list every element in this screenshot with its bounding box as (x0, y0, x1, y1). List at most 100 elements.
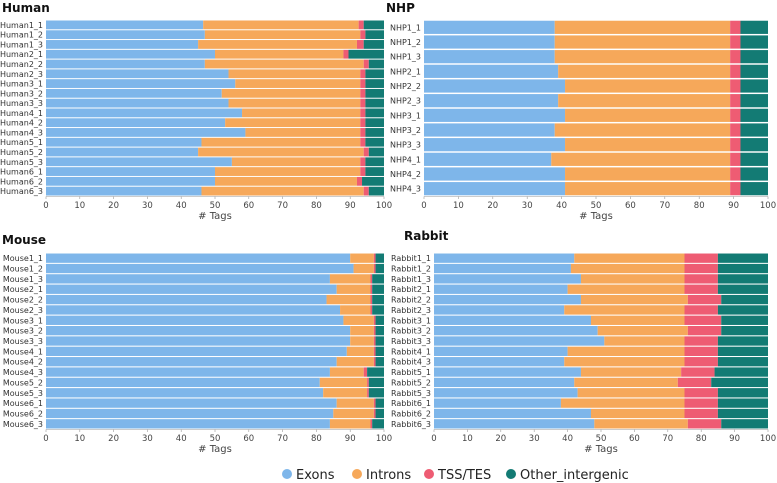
human-bar-human6_2-tss-tes (356, 176, 363, 186)
rabbit-x-tick-label: 40 (562, 434, 573, 444)
nhp-bar-nhp1_1-tss-tes (730, 20, 741, 34)
rabbit-bar-rabbit6_3-tss-tes (687, 419, 722, 429)
human-bar-human2_1-tss-tes (343, 49, 349, 59)
nhp-bar-nhp1_1-exons (424, 20, 555, 34)
rabbit-category-label: Rabbit5_1 (391, 368, 431, 377)
human-bar-human6_1-other-intergenic (365, 167, 384, 176)
human-x-tick-label: 30 (142, 201, 153, 211)
human-bar-human4_2-introns (225, 118, 361, 128)
rabbit-bar-rabbit4_3-tss-tes (684, 357, 718, 367)
human-panel: HumanHuman1_1Human1_2Human1_3Human2_1Hum… (0, 1, 392, 222)
mouse-bar-mouse5_2-introns (319, 377, 368, 388)
rabbit-bar-rabbit6_3-other-intergenic (721, 419, 768, 429)
mouse-bar-mouse4_3-tss-tes (363, 367, 368, 377)
human-title: Human (2, 1, 50, 15)
rabbit-bar-rabbit6_2-tss-tes (684, 408, 718, 419)
rabbit-bar-rabbit3_2-exons (434, 325, 598, 336)
human-x-tick-label: 50 (210, 201, 221, 211)
human-category-label: Human4_3 (0, 128, 43, 137)
legend-label-exons: Exons (296, 468, 335, 483)
rabbit-x-tick-label: 100 (760, 434, 776, 444)
mouse-category-label: Mouse4_2 (3, 358, 43, 367)
rabbit-bar-rabbit3_1-exons (434, 315, 591, 325)
mouse-category-label: Mouse6_1 (3, 399, 43, 408)
nhp-bar-nhp3_1-introns (565, 108, 731, 122)
mouse-bar-mouse4_2-tss-tes (373, 357, 376, 367)
human-bar-human3_1-tss-tes (360, 79, 366, 88)
mouse-bar-mouse6_3-other-intergenic (372, 419, 384, 429)
nhp-bar-nhp4_2-tss-tes (730, 167, 741, 181)
human-bar-human6_2-other-intergenic (362, 176, 384, 186)
rabbit-bar-rabbit1_3-other-intergenic (717, 274, 768, 284)
human-bar-human1_2-introns (204, 30, 361, 40)
rabbit-bar-rabbit4_3-introns (564, 357, 685, 367)
mouse-bar-mouse4_2-other-intergenic (375, 357, 384, 367)
human-bar-human6_3-exons (46, 186, 202, 196)
rabbit-bar-rabbit6_1-other-intergenic (717, 398, 768, 408)
rabbit-bar-rabbit3_3-tss-tes (684, 336, 718, 346)
human-bar-human2_1-introns (215, 49, 344, 59)
nhp-x-tick-label: 10 (453, 201, 464, 211)
nhp-bar-nhp2_1-tss-tes (730, 64, 741, 78)
rabbit-bar-rabbit4_3-other-intergenic (717, 357, 768, 367)
nhp-x-tick-label: 90 (728, 201, 739, 211)
legend-marker-introns (352, 469, 362, 479)
nhp-category-label: NHP1_3 (390, 53, 421, 62)
nhp-bar-nhp4_1-introns (551, 152, 731, 166)
mouse-bar-mouse1_1-tss-tes (373, 253, 376, 263)
human-x-tick-label: 20 (108, 201, 119, 211)
human-x-tick-label: 100 (376, 201, 392, 211)
nhp-x-tick-label: 40 (556, 201, 567, 211)
human-bar-human4_1-introns (242, 108, 361, 118)
human-bar-human3_2-introns (221, 88, 361, 98)
rabbit-bar-rabbit2_3-other-intergenic (717, 305, 768, 315)
legend-label-other-intergenic: Other_intergenic (520, 468, 629, 483)
rabbit-bar-rabbit1_2-introns (570, 263, 685, 274)
rabbit-bar-rabbit5_2-exons (434, 377, 575, 388)
human-bar-human1_1-other-intergenic (363, 20, 384, 30)
human-bar-human3_2-exons (46, 88, 222, 98)
nhp-bar-nhp2_2-introns (565, 79, 731, 93)
rabbit-bar-rabbit5_3-introns (577, 388, 685, 398)
human-bar-human5_1-introns (201, 137, 361, 147)
mouse-bar-mouse6_1-exons (46, 398, 337, 408)
mouse-bar-mouse6_2-exons (46, 408, 334, 419)
human-category-label: Human5_3 (0, 158, 43, 167)
human-bar-human4_3-introns (245, 128, 361, 137)
human-category-label: Human3_2 (0, 89, 43, 98)
rabbit-bar-rabbit6_1-exons (434, 398, 561, 408)
nhp-category-label: NHP1_2 (390, 38, 421, 47)
human-category-label: Human4_2 (0, 119, 43, 128)
mouse-bar-mouse1_2-tss-tes (373, 263, 376, 274)
mouse-bar-mouse4_1-other-intergenic (375, 346, 384, 357)
rabbit-bar-rabbit6_1-tss-tes (684, 398, 718, 408)
human-bar-human5_1-exons (46, 137, 202, 147)
mouse-bar-mouse4_1-exons (46, 346, 347, 357)
rabbit-bar-rabbit2_3-introns (564, 305, 685, 315)
mouse-bar-mouse1_3-introns (329, 274, 371, 284)
nhp-category-label: NHP3_1 (390, 111, 421, 120)
rabbit-x-tick-label: 30 (529, 434, 540, 444)
mouse-bar-mouse4_2-introns (336, 357, 374, 367)
mouse-bar-mouse5_3-introns (323, 388, 368, 398)
mouse-bar-mouse4_3-exons (46, 367, 330, 377)
human-bar-human5_2-other-intergenic (368, 147, 384, 157)
human-category-label: Human2_2 (0, 60, 43, 69)
human-bar-human3_1-exons (46, 79, 236, 88)
rabbit-category-label: Rabbit1_3 (391, 275, 431, 284)
nhp-bar-nhp3_2-exons (424, 123, 555, 137)
mouse-bar-mouse2_1-introns (336, 284, 371, 294)
mouse-category-label: Mouse6_2 (3, 409, 43, 418)
human-bar-human5_3-introns (231, 157, 361, 167)
rabbit-category-label: Rabbit5_2 (391, 378, 431, 387)
rabbit-bar-rabbit4_1-exons (434, 346, 568, 357)
rabbit-category-label: Rabbit2_1 (391, 285, 431, 294)
mouse-x-tick-label: 80 (311, 434, 322, 444)
nhp-bar-nhp2_1-introns (558, 64, 731, 78)
mouse-x-tick-label: 60 (243, 434, 254, 444)
human-bar-human5_3-other-intergenic (365, 157, 384, 167)
human-bar-human5_1-other-intergenic (365, 137, 384, 147)
human-bar-human1_1-tss-tes (358, 20, 364, 30)
mouse-bar-mouse3_3-introns (350, 336, 374, 346)
